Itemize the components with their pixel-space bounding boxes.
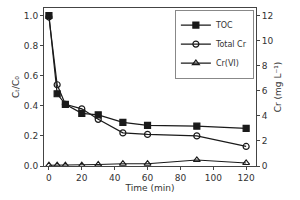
svg-text:120: 120 (238, 173, 255, 183)
svg-text:Cₜ/C₀: Cₜ/C₀ (11, 76, 21, 98)
svg-text:80: 80 (175, 173, 187, 183)
svg-text:TOC: TOC (215, 21, 233, 30)
svg-text:8: 8 (262, 61, 268, 71)
svg-text:Cr(VI): Cr(VI) (216, 59, 239, 68)
svg-text:Cr (mg L⁻¹): Cr (mg L⁻¹) (273, 62, 283, 113)
svg-text:Total Cr: Total Cr (215, 40, 247, 49)
svg-text:40: 40 (109, 173, 121, 183)
svg-text:0.6: 0.6 (24, 71, 39, 81)
svg-text:100: 100 (205, 173, 222, 183)
svg-text:0: 0 (262, 161, 268, 171)
svg-text:10: 10 (262, 36, 274, 46)
svg-text:1.0: 1.0 (24, 11, 39, 21)
svg-text:2: 2 (262, 136, 268, 146)
svg-text:0: 0 (46, 173, 52, 183)
svg-text:0.4: 0.4 (24, 101, 39, 111)
svg-text:6: 6 (262, 86, 268, 96)
svg-text:0.0: 0.0 (24, 161, 39, 171)
svg-text:20: 20 (76, 173, 88, 183)
svg-text:0.8: 0.8 (24, 41, 39, 51)
svg-text:Time (min): Time (min) (125, 183, 175, 193)
svg-text:4: 4 (262, 111, 268, 121)
svg-text:0.2: 0.2 (24, 131, 38, 141)
svg-text:12: 12 (262, 11, 273, 21)
svg-text:60: 60 (142, 173, 154, 183)
